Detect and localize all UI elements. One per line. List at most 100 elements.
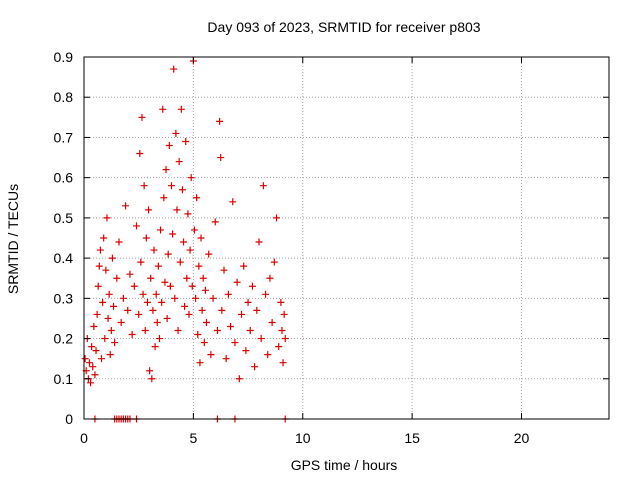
data-point (262, 290, 270, 298)
data-point (153, 318, 161, 326)
data-point (81, 355, 89, 363)
data-point (99, 298, 107, 306)
data-point (92, 347, 100, 355)
data-point (246, 327, 254, 335)
data-point (198, 306, 206, 314)
data-point (183, 274, 191, 282)
data-point (190, 226, 198, 234)
x-tick-label: 15 (404, 430, 420, 446)
data-point (192, 294, 200, 302)
data-point (137, 258, 145, 266)
data-point (96, 246, 104, 254)
axes (83, 56, 610, 420)
data-point (102, 266, 110, 274)
y-tick-label: 0.8 (54, 89, 74, 105)
data-point (273, 214, 280, 222)
y-tick-label: 0.5 (54, 210, 74, 226)
data-point (229, 198, 237, 206)
data-point (124, 306, 132, 314)
data-point (178, 186, 186, 194)
data-point (158, 298, 166, 306)
data-point (199, 274, 207, 282)
data-point (227, 322, 235, 330)
plot-frame (83, 56, 610, 420)
data-point (264, 351, 272, 359)
y-tick-label: 0.2 (54, 331, 74, 347)
data-point (220, 266, 228, 274)
tick-labels: 0 5 10 15 20 0 0.1 0.2 0.3 0.4 0.5 0.6 0.7 0.8 0.9 (54, 49, 530, 446)
data-point (209, 294, 217, 302)
data-point (175, 158, 183, 166)
data-point (87, 379, 95, 387)
data-point (166, 282, 174, 290)
data-point (111, 339, 119, 347)
data-point (90, 322, 98, 330)
data-point (268, 318, 276, 326)
data-point (148, 375, 156, 383)
data-point (270, 258, 278, 266)
data-point (142, 234, 150, 242)
data-point (182, 137, 190, 145)
data-point (186, 246, 194, 254)
x-tick-label: 20 (514, 430, 530, 446)
data-point (136, 150, 144, 158)
chart-title: Day 093 of 2023, SRMTID for receiver p80… (207, 19, 480, 35)
data-point (91, 371, 99, 379)
data-point (224, 290, 232, 298)
data-point (138, 113, 146, 121)
y-tick-label: 0.9 (54, 49, 74, 65)
data-point (255, 238, 263, 246)
data-point (173, 206, 181, 214)
data-point (169, 230, 177, 238)
data-point (185, 310, 193, 318)
data-point (140, 182, 148, 190)
data-point (177, 105, 185, 113)
data-point (88, 343, 96, 351)
data-point (141, 327, 149, 335)
data-point (171, 294, 179, 302)
data-point (145, 206, 153, 214)
data-point (278, 327, 286, 335)
data-point (170, 65, 178, 73)
data-point (162, 166, 170, 174)
data-point (119, 294, 127, 302)
data-point (275, 343, 283, 351)
data-point (242, 347, 250, 355)
data-point (172, 129, 180, 137)
data-point (165, 141, 173, 149)
data-point (259, 182, 267, 190)
data-point (98, 355, 105, 363)
data-point (104, 314, 112, 322)
data-point (85, 359, 93, 367)
data-point (122, 202, 130, 210)
data-point (105, 290, 113, 298)
data-point (233, 278, 241, 286)
data-point (205, 250, 213, 258)
y-tick-label: 0.1 (54, 371, 74, 387)
data-point (117, 318, 125, 326)
data-point (164, 250, 172, 258)
data-point (222, 355, 230, 363)
data-point (195, 262, 203, 270)
y-tick-label: 0.7 (54, 129, 74, 145)
y-tick-label: 0.4 (54, 250, 74, 266)
data-point (151, 343, 159, 351)
data-point (248, 282, 256, 290)
data-point (157, 226, 165, 234)
data-point (213, 327, 221, 335)
data-point (126, 270, 134, 278)
data-point (197, 234, 205, 242)
data-point (218, 306, 226, 314)
data-point (154, 262, 162, 270)
x-tick-label: 10 (295, 430, 311, 446)
data-point (100, 234, 108, 242)
data-point (113, 274, 121, 282)
data-point (238, 310, 245, 318)
data-point (266, 274, 274, 282)
data-point (147, 274, 155, 282)
data-point (174, 327, 182, 335)
data-point (193, 194, 201, 202)
data-point (149, 306, 157, 314)
